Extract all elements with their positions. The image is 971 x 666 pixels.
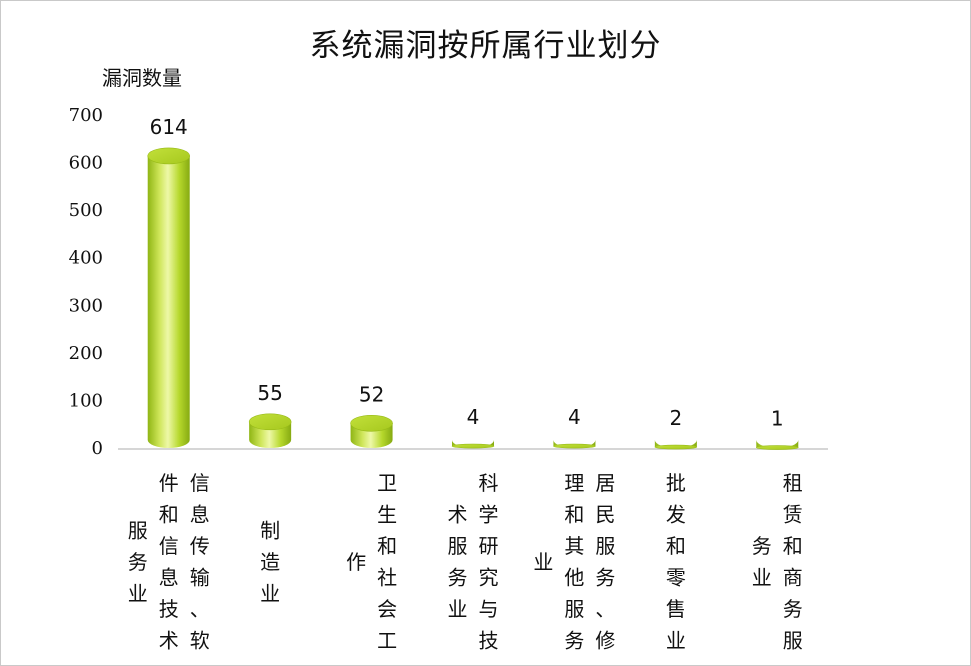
labels-group: 614 信息传输、软件和信息技术服务业 55 制造业 52 卫生和社会工作 4 科学研究与技术…	[128, 115, 803, 653]
y-tick-label: 200	[69, 343, 103, 364]
bar	[755, 440, 799, 450]
bar	[553, 440, 596, 449]
bar	[451, 440, 495, 449]
y-tick-label: 100	[69, 390, 103, 411]
bar-top	[147, 147, 191, 165]
category-label: 批发和零售业	[666, 471, 686, 653]
y-tick-label: 300	[69, 295, 103, 316]
bar-top	[553, 443, 596, 449]
bar-top	[755, 445, 799, 450]
axes-group: 0 100 200 300 400 500 600 700	[69, 105, 828, 459]
bar-top	[451, 443, 495, 449]
bar-top	[350, 414, 393, 432]
data-label: 55	[257, 381, 282, 405]
bar-top	[248, 413, 292, 431]
y-tick-label: 0	[92, 438, 103, 459]
bar	[248, 413, 292, 448]
y-axis-title: 漏洞数量	[102, 66, 182, 90]
bars-group	[147, 147, 799, 450]
bar-top	[654, 444, 698, 450]
y-tick-label: 400	[69, 248, 103, 269]
bar	[350, 414, 393, 448]
y-tick-label: 700	[69, 105, 103, 126]
data-label: 4	[467, 405, 480, 429]
data-label: 1	[771, 407, 784, 431]
data-label: 2	[669, 406, 682, 430]
bar	[654, 440, 698, 450]
category-label: 科学研究与技术服务业	[448, 471, 499, 653]
category-label: 租赁和商务服务业	[752, 471, 803, 653]
bar-body	[147, 155, 190, 448]
category-label: 居民服务、修理和其他服务业	[533, 471, 615, 653]
data-label: 4	[568, 405, 581, 429]
chart-title: 系统漏洞按所属行业划分	[309, 28, 662, 64]
category-label: 卫生和社会工作	[346, 471, 397, 653]
category-label: 制造业	[260, 518, 280, 605]
y-tick-label: 500	[69, 200, 103, 221]
category-label: 信息传输、软件和信息技术服务业	[128, 471, 210, 653]
data-label: 52	[359, 382, 384, 406]
data-label: 614	[150, 115, 188, 139]
bar	[147, 147, 191, 448]
y-tick-label: 600	[69, 153, 103, 174]
